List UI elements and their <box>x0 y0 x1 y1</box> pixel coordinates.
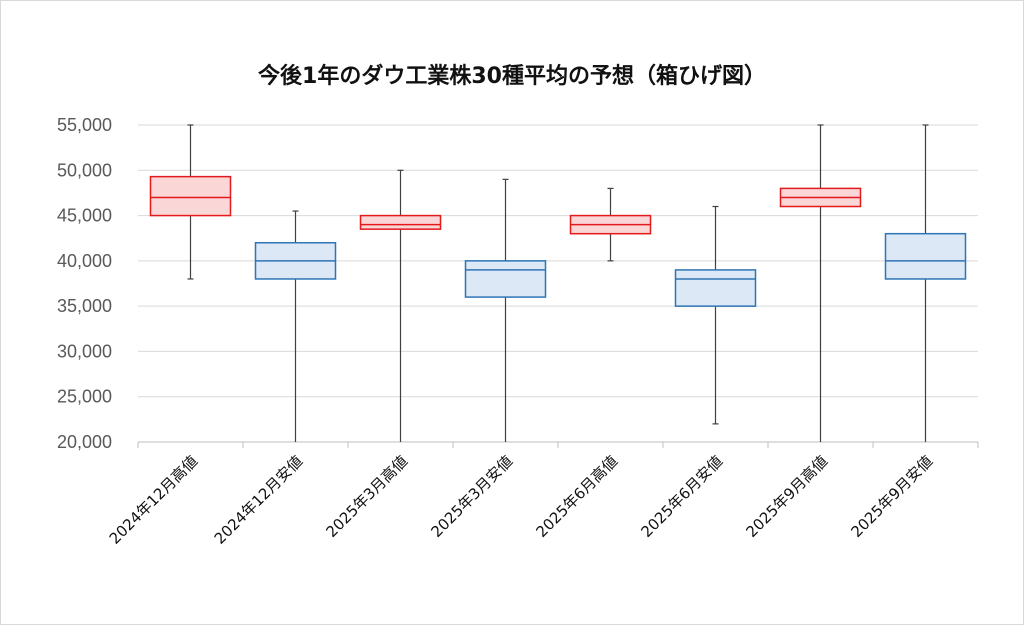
chart-title: 今後1年のダウ工業株30種平均の予想（箱ひげ図） <box>258 64 766 89</box>
box-plot-item <box>149 124 232 280</box>
y-tick-label: 45,000 <box>57 206 112 226</box>
box-iqr <box>884 232 967 280</box>
x-category-label: 2025年6月安値 <box>637 452 726 541</box>
y-tick-label: 25,000 <box>57 387 112 407</box>
x-category-label: 2024年12月高値 <box>106 452 202 548</box>
y-tick-label: 35,000 <box>57 296 112 316</box>
box-plot-item <box>359 169 442 442</box>
gridlines <box>137 124 979 448</box>
box-plot-item <box>884 124 967 442</box>
x-category-label: 2025年3月安値 <box>427 452 516 541</box>
box-plot-item <box>464 178 547 442</box>
box-plot-item <box>674 205 757 425</box>
y-tick-label: 50,000 <box>57 160 112 180</box>
x-category-label: 2025年9月安値 <box>847 452 936 541</box>
x-category-label: 2025年3月高値 <box>322 452 411 541</box>
x-category-label: 2025年6月高値 <box>532 452 621 541</box>
box-iqr <box>149 175 232 217</box>
box-iqr <box>359 214 442 230</box>
box-iqr <box>674 269 757 307</box>
box-iqr <box>464 260 547 298</box>
y-tick-label: 20,000 <box>57 432 112 452</box>
x-axis-ticks: 2024年12月高値 2024年12月安値 2025年3月高値 2025年3月安値 20… <box>106 452 937 548</box>
y-tick-label: 40,000 <box>57 251 112 271</box>
box-plot-item <box>254 210 337 442</box>
box-plot-item <box>779 124 862 442</box>
y-axis-ticks: 20,000 25,000 30,000 35,000 40,000 45,000 50,0… <box>57 115 112 452</box>
boxes <box>149 124 967 442</box>
y-tick-label: 30,000 <box>57 341 112 361</box>
box-plot-item <box>569 187 652 262</box>
y-tick-label: 55,000 <box>57 115 112 135</box>
x-category-label: 2025年9月高値 <box>742 452 831 541</box>
x-category-label: 2024年12月安値 <box>211 452 307 548</box>
